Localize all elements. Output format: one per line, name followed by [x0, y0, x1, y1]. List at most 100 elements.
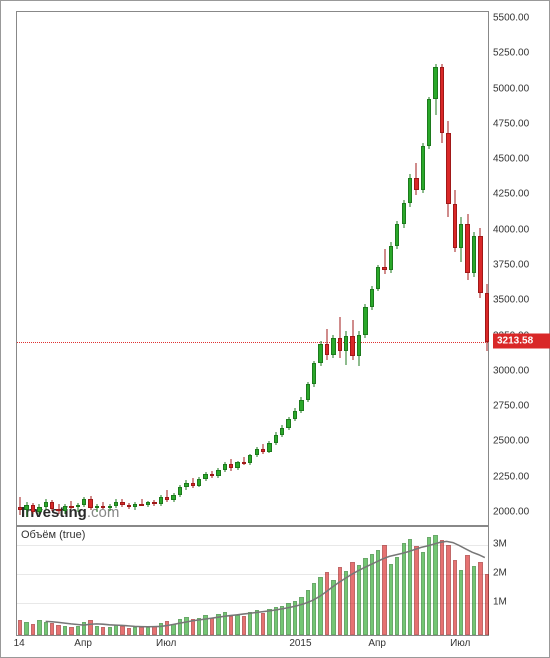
volume-bar[interactable] — [306, 590, 310, 635]
candle[interactable] — [165, 12, 169, 527]
candle[interactable] — [402, 12, 406, 527]
volume-bar[interactable] — [363, 558, 367, 635]
candle[interactable] — [184, 12, 188, 527]
candle[interactable] — [427, 12, 431, 527]
candle[interactable] — [440, 12, 444, 527]
candle[interactable] — [31, 12, 35, 527]
candle[interactable] — [171, 12, 175, 527]
volume-bar[interactable] — [459, 570, 463, 635]
volume-bar[interactable] — [389, 564, 393, 635]
volume-bar[interactable] — [357, 565, 361, 635]
volume-bar[interactable] — [203, 615, 207, 635]
volume-bar[interactable] — [18, 620, 22, 635]
candle[interactable] — [306, 12, 310, 527]
candle[interactable] — [433, 12, 437, 527]
volume-bar[interactable] — [127, 628, 131, 635]
volume-bar[interactable] — [344, 571, 348, 635]
candle[interactable] — [267, 12, 271, 527]
volume-bar[interactable] — [184, 617, 188, 635]
volume-bar[interactable] — [159, 623, 163, 635]
candle[interactable] — [255, 12, 259, 527]
volume-bar[interactable] — [197, 618, 201, 636]
volume-bar[interactable] — [223, 612, 227, 635]
volume-bar[interactable] — [152, 626, 156, 635]
candle[interactable] — [414, 12, 418, 527]
volume-bar[interactable] — [229, 616, 233, 635]
candle[interactable] — [382, 12, 386, 527]
volume-bar[interactable] — [255, 610, 259, 635]
volume-bar[interactable] — [242, 616, 246, 635]
candle[interactable] — [338, 12, 342, 527]
volume-bar[interactable] — [286, 603, 290, 635]
volume-bar[interactable] — [453, 560, 457, 635]
candle[interactable] — [69, 12, 73, 527]
volume-bar[interactable] — [191, 619, 195, 635]
candle[interactable] — [229, 12, 233, 527]
volume-bar[interactable] — [139, 627, 143, 635]
candle[interactable] — [223, 12, 227, 527]
candle[interactable] — [197, 12, 201, 527]
candle[interactable] — [24, 12, 28, 527]
candle[interactable] — [63, 12, 67, 527]
candle[interactable] — [389, 12, 393, 527]
volume-bar[interactable] — [146, 627, 150, 635]
volume-bar[interactable] — [478, 562, 482, 635]
volume-bar[interactable] — [76, 626, 80, 635]
candle[interactable] — [146, 12, 150, 527]
candle[interactable] — [133, 12, 137, 527]
volume-bar[interactable] — [56, 625, 60, 635]
volume-bar[interactable] — [338, 567, 342, 635]
volume-bar[interactable] — [293, 601, 297, 635]
volume-bar[interactable] — [171, 624, 175, 635]
candle[interactable] — [210, 12, 214, 527]
candle[interactable] — [459, 12, 463, 527]
candle[interactable] — [50, 12, 54, 527]
volume-bar[interactable] — [318, 577, 322, 635]
volume-bar[interactable] — [421, 552, 425, 635]
volume-bar[interactable] — [402, 543, 406, 635]
candle[interactable] — [446, 12, 450, 527]
price-plot[interactable]: Investing.com — [16, 11, 489, 526]
candle[interactable] — [312, 12, 316, 527]
volume-bar[interactable] — [299, 597, 303, 636]
candle[interactable] — [293, 12, 297, 527]
candle[interactable] — [101, 12, 105, 527]
candle[interactable] — [139, 12, 143, 527]
candle[interactable] — [95, 12, 99, 527]
candle[interactable] — [421, 12, 425, 527]
volume-bar[interactable] — [178, 619, 182, 635]
candle[interactable] — [370, 12, 374, 527]
volume-bar[interactable] — [50, 623, 54, 635]
volume-bar[interactable] — [382, 545, 386, 635]
volume-bar[interactable] — [248, 612, 252, 635]
volume-bar[interactable] — [165, 621, 169, 635]
candle[interactable] — [216, 12, 220, 527]
volume-bar[interactable] — [472, 566, 476, 635]
candle[interactable] — [331, 12, 335, 527]
volume-bar[interactable] — [446, 545, 450, 635]
volume-bar[interactable] — [108, 627, 112, 635]
candle[interactable] — [465, 12, 469, 527]
candle[interactable] — [37, 12, 41, 527]
candle[interactable] — [114, 12, 118, 527]
candle[interactable] — [453, 12, 457, 527]
candle[interactable] — [82, 12, 86, 527]
candle[interactable] — [357, 12, 361, 527]
candle[interactable] — [88, 12, 92, 527]
volume-bar[interactable] — [331, 580, 335, 635]
candle[interactable] — [408, 12, 412, 527]
volume-bar[interactable] — [414, 546, 418, 635]
volume-bar[interactable] — [427, 537, 431, 635]
candle[interactable] — [76, 12, 80, 527]
candle[interactable] — [127, 12, 131, 527]
candle[interactable] — [56, 12, 60, 527]
price-pane[interactable]: Investing.com 2000.002250.002500.002750.… — [1, 1, 550, 526]
candle[interactable] — [280, 12, 284, 527]
volume-bar[interactable] — [133, 627, 137, 635]
volume-bar[interactable] — [370, 554, 374, 635]
volume-bar[interactable] — [395, 557, 399, 635]
volume-bar[interactable] — [274, 607, 278, 635]
volume-bar[interactable] — [261, 613, 265, 635]
candle[interactable] — [472, 12, 476, 527]
volume-bar[interactable] — [114, 625, 118, 635]
